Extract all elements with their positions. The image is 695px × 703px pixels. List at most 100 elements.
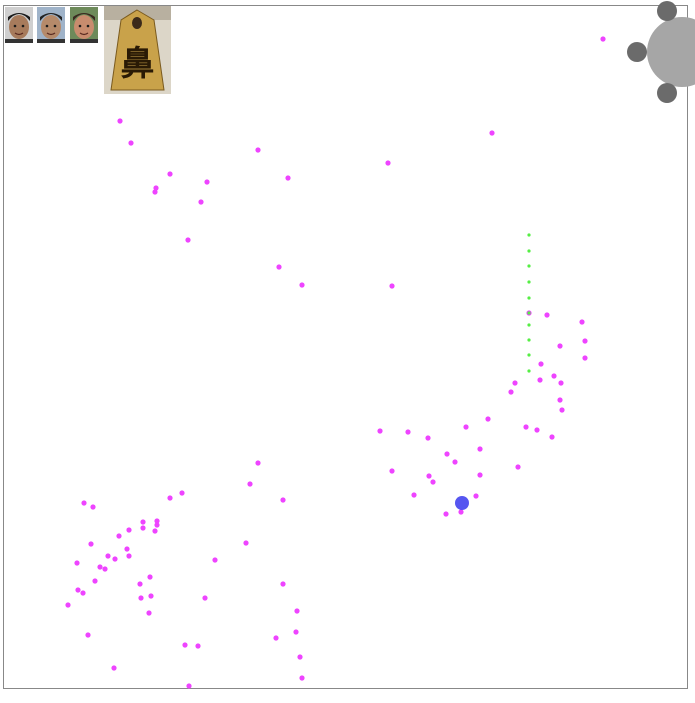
piece-glyph: 鼻 bbox=[120, 44, 155, 84]
food-dot bbox=[297, 654, 303, 660]
food-dot bbox=[126, 553, 132, 559]
food-dot bbox=[405, 429, 411, 435]
board-border bbox=[3, 5, 688, 689]
food-dot bbox=[515, 464, 521, 470]
food-dot bbox=[148, 593, 154, 599]
food-dot bbox=[195, 643, 201, 649]
food-dot bbox=[559, 407, 565, 413]
player-avatar-1[interactable] bbox=[5, 7, 33, 43]
food-dot bbox=[74, 560, 80, 566]
player-marker[interactable] bbox=[455, 496, 469, 510]
food-dot bbox=[477, 446, 483, 452]
shogi-piece-icon bbox=[104, 6, 171, 94]
food-dot bbox=[90, 504, 96, 510]
food-dot bbox=[147, 574, 153, 580]
food-dot bbox=[116, 533, 122, 539]
food-dot bbox=[389, 468, 395, 474]
food-dot bbox=[152, 189, 158, 195]
food-dot bbox=[389, 283, 395, 289]
food-dot bbox=[534, 427, 540, 433]
trail-dot bbox=[527, 280, 531, 284]
food-dot bbox=[112, 556, 118, 562]
food-dot bbox=[92, 578, 98, 584]
food-dot bbox=[280, 497, 286, 503]
food-dot bbox=[463, 424, 469, 430]
food-dot bbox=[582, 355, 588, 361]
food-dot bbox=[276, 264, 282, 270]
food-dot bbox=[146, 610, 152, 616]
food-dot bbox=[243, 540, 249, 546]
food-dot bbox=[551, 373, 557, 379]
food-dot bbox=[111, 665, 117, 671]
dots-layer bbox=[65, 30, 666, 689]
player-avatar-3[interactable] bbox=[70, 7, 98, 43]
food-dot bbox=[426, 473, 432, 479]
food-dot bbox=[138, 595, 144, 601]
food-dot bbox=[425, 435, 431, 441]
trail-dot bbox=[527, 249, 531, 253]
food-dot bbox=[137, 581, 143, 587]
food-dot bbox=[167, 495, 173, 501]
featured-piece-card[interactable]: 鼻 bbox=[104, 6, 171, 94]
face-icon bbox=[5, 7, 33, 43]
food-dot bbox=[154, 522, 160, 528]
food-dot bbox=[179, 490, 185, 496]
food-dot bbox=[117, 118, 123, 124]
food-dot bbox=[299, 675, 305, 681]
food-dot bbox=[473, 493, 479, 499]
food-dot bbox=[579, 319, 585, 325]
trail-dot bbox=[527, 338, 531, 342]
trail-layer bbox=[527, 233, 531, 373]
food-dot bbox=[65, 602, 71, 608]
move-up-button[interactable] bbox=[657, 1, 677, 21]
food-dot bbox=[75, 587, 81, 593]
food-dot bbox=[80, 590, 86, 596]
food-dot bbox=[377, 428, 383, 434]
joystick-base[interactable] bbox=[647, 17, 695, 87]
food-dot bbox=[81, 500, 87, 506]
food-dot bbox=[538, 361, 544, 367]
food-dot bbox=[247, 481, 253, 487]
food-dot bbox=[124, 546, 130, 552]
food-dot bbox=[97, 564, 103, 570]
food-dot bbox=[458, 509, 464, 515]
trail-dot bbox=[527, 264, 531, 268]
food-dot bbox=[255, 147, 261, 153]
food-dot bbox=[167, 171, 173, 177]
food-dot bbox=[385, 160, 391, 166]
trail-dot bbox=[527, 296, 531, 300]
food-dot bbox=[285, 175, 291, 181]
food-dot bbox=[557, 343, 563, 349]
food-dot bbox=[204, 179, 210, 185]
trail-dot bbox=[527, 369, 531, 373]
food-dot bbox=[128, 140, 134, 146]
food-dot bbox=[212, 557, 218, 563]
food-dot bbox=[105, 553, 111, 559]
food-dot bbox=[508, 389, 514, 395]
food-dot bbox=[126, 527, 132, 533]
face-icon bbox=[70, 7, 98, 43]
food-dot bbox=[202, 595, 208, 601]
food-dot bbox=[444, 451, 450, 457]
food-dot bbox=[102, 566, 108, 572]
trail-dot bbox=[527, 323, 531, 327]
food-dot bbox=[558, 380, 564, 386]
food-dot bbox=[186, 683, 192, 689]
move-left-button[interactable] bbox=[627, 42, 647, 62]
player-avatar-2[interactable] bbox=[37, 7, 65, 43]
food-dot bbox=[88, 541, 94, 547]
food-dot bbox=[537, 377, 543, 383]
food-dot bbox=[430, 479, 436, 485]
direction-controls[interactable] bbox=[627, 1, 695, 103]
food-dot bbox=[185, 237, 191, 243]
trail-dot bbox=[527, 233, 531, 237]
food-dot bbox=[255, 460, 261, 466]
food-dot bbox=[452, 459, 458, 465]
move-down-button[interactable] bbox=[657, 83, 677, 103]
food-dot bbox=[154, 518, 160, 524]
food-dot bbox=[600, 36, 606, 42]
food-dot bbox=[523, 424, 529, 430]
food-dot bbox=[182, 642, 188, 648]
